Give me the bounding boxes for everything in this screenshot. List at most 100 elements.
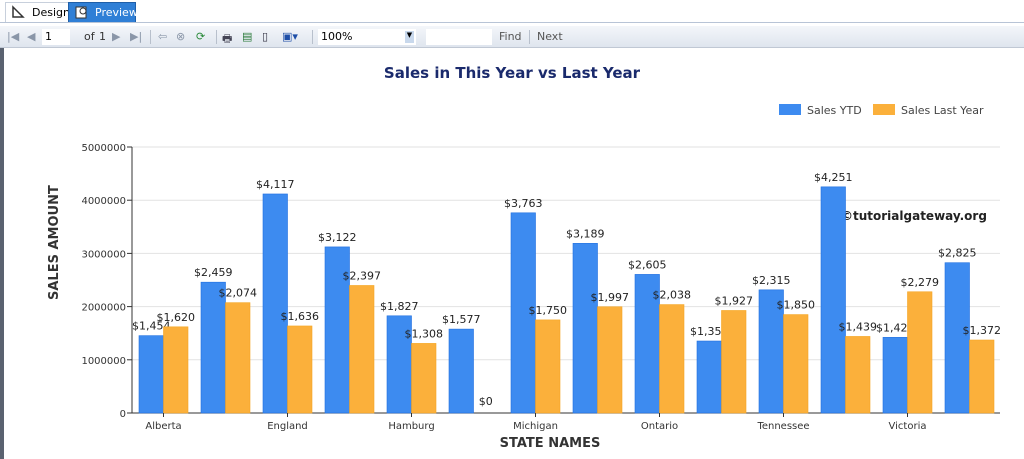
bar-sales-last-year	[597, 306, 623, 414]
data-label: $1,353	[690, 325, 729, 338]
bar-sales-ytd	[200, 281, 226, 414]
bar-sales-ytd	[448, 328, 474, 414]
bar-sales-last-year	[535, 319, 561, 414]
bar-sales-ytd	[634, 274, 660, 414]
page-number-input[interactable]: 1	[42, 29, 70, 45]
y-tick-label: 3000000	[81, 249, 126, 260]
back-icon[interactable]: ⇦	[158, 30, 168, 43]
tab-bar: Design Preview	[0, 0, 1024, 23]
tab-design-label: Design	[32, 6, 70, 19]
data-label: $2,459	[194, 266, 233, 279]
print-layout-icon[interactable]: ▤	[242, 30, 253, 43]
data-label: $1,372	[963, 324, 1002, 337]
print-icon[interactable]: 🖶	[222, 32, 233, 45]
data-label: $3,122	[318, 231, 357, 244]
data-label: $4,117	[256, 178, 295, 191]
bar-sales-ytd	[510, 212, 536, 414]
find-input[interactable]	[426, 29, 492, 45]
tab-preview-label: Preview	[95, 6, 138, 19]
next-page-icon[interactable]: ▶	[112, 30, 121, 43]
data-label: $1,636	[281, 310, 320, 323]
x-tick-label: Tennessee	[756, 421, 809, 432]
bar-sales-last-year	[225, 302, 251, 414]
data-label: $4,251	[814, 171, 853, 184]
report-toolbar: |◀ ◀ 1 of 1 ▶ ▶| ⇦ ⊗ ⟳ 🖶 ▤ ▯ ▣▾ 100% ▼ Fi…	[0, 26, 1024, 48]
bar-sales-last-year	[287, 325, 313, 414]
x-tick-label: Victoria	[889, 421, 927, 432]
tab-design[interactable]: Design	[5, 2, 77, 22]
legend-sales-ytd: Sales YTD	[779, 104, 862, 117]
zoom-select[interactable]: 100% ▼	[318, 29, 416, 45]
page-setup-icon[interactable]: ▯	[262, 30, 269, 43]
bar-sales-last-year	[721, 310, 747, 414]
data-label: $3,189	[566, 227, 605, 240]
data-label: $2,038	[653, 289, 692, 302]
data-label: $1,750	[529, 304, 568, 317]
bar-sales-ytd	[324, 246, 350, 414]
bar-sales-last-year	[907, 291, 933, 414]
data-label: $1,308	[405, 327, 444, 340]
bar-sales-last-year	[969, 339, 995, 414]
data-label: $2,397	[343, 269, 382, 282]
data-label: $2,315	[752, 274, 791, 287]
data-label: $2,825	[938, 247, 977, 260]
bar-sales-ytd	[138, 335, 164, 414]
bar-sales-ytd	[572, 243, 598, 414]
y-tick-label: 0	[120, 409, 126, 420]
data-label: $2,074	[219, 287, 258, 300]
tab-preview[interactable]: Preview	[68, 2, 138, 22]
data-label: $0	[479, 395, 493, 408]
legend-sales-last-year: Sales Last Year	[873, 104, 983, 117]
y-axis-title: SALES AMOUNT	[47, 185, 62, 300]
find-button[interactable]: Find	[499, 30, 522, 43]
bar-sales-last-year	[845, 336, 871, 414]
last-page-icon[interactable]: ▶|	[130, 30, 143, 43]
x-tick-label: Alberta	[145, 421, 181, 432]
y-tick-label: 4000000	[81, 196, 126, 207]
preview-icon	[75, 6, 87, 19]
x-tick-label: Hamburg	[388, 421, 434, 432]
first-page-icon[interactable]: |◀	[7, 30, 20, 43]
chevron-down-icon[interactable]: ▼	[405, 31, 414, 43]
bar-sales-ytd	[758, 289, 784, 414]
of-label: of	[84, 30, 95, 43]
bar-sales-last-year	[349, 285, 375, 414]
stop-icon[interactable]: ⊗	[176, 30, 186, 43]
legend-label: Sales Last Year	[901, 104, 984, 117]
next-button[interactable]: Next	[537, 30, 563, 43]
data-label: $1,422	[876, 321, 915, 334]
data-label: $1,439	[839, 320, 878, 333]
data-label: $1,620	[157, 311, 196, 324]
data-label: $1,454	[132, 320, 171, 333]
x-tick-label: Ontario	[641, 421, 678, 432]
data-label: $1,850	[777, 299, 816, 312]
y-tick-label: 1000000	[81, 356, 126, 367]
bar-sales-ytd	[262, 193, 288, 414]
bar-sales-ytd	[696, 340, 722, 414]
data-label: $1,827	[380, 300, 419, 313]
export-icon[interactable]: ▣▾	[282, 30, 298, 43]
chart-title: Sales in This Year vs Last Year	[383, 64, 641, 82]
bar-sales-ytd	[386, 315, 412, 414]
previous-page-icon[interactable]: ◀	[27, 30, 36, 43]
data-label: $2,605	[628, 258, 667, 271]
data-label: $1,577	[442, 313, 481, 326]
bar-sales-last-year	[659, 304, 685, 414]
data-label: $1,997	[591, 291, 630, 304]
data-label: $3,763	[504, 197, 543, 210]
zoom-value: 100%	[321, 30, 353, 43]
y-tick-label: 5000000	[81, 143, 126, 154]
x-tick-label: Michigan	[513, 421, 558, 432]
data-label: $1,927	[715, 294, 754, 307]
bar-sales-ytd	[944, 262, 970, 414]
design-icon	[12, 5, 25, 18]
refresh-icon[interactable]: ⟳	[196, 30, 206, 43]
data-label: $2,279	[901, 276, 940, 289]
bar-sales-last-year	[163, 326, 189, 414]
legend-label: Sales YTD	[807, 104, 862, 117]
report-frame	[0, 48, 4, 459]
total-pages: 1	[99, 30, 106, 43]
bar-sales-ytd	[882, 337, 908, 414]
x-tick-label: England	[267, 421, 308, 432]
bar-sales-last-year	[411, 343, 437, 414]
